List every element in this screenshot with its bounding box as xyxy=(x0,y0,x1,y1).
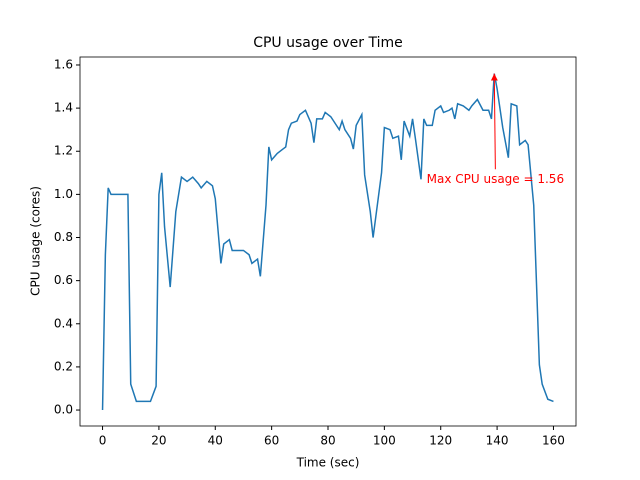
y-tick-label: 0.2 xyxy=(54,359,73,373)
x-tick-label: 140 xyxy=(486,434,509,448)
chart-title: CPU usage over Time xyxy=(253,35,403,51)
x-tick-label: 80 xyxy=(320,434,335,448)
annotation-text: Max CPU usage = 1.56 xyxy=(427,172,564,186)
annotation-arrow xyxy=(490,73,498,170)
y-tick-label: 1.4 xyxy=(54,101,73,115)
x-tick-label: 160 xyxy=(542,434,565,448)
y-tick-label: 0.4 xyxy=(54,316,73,330)
y-tick-label: 0.8 xyxy=(54,230,73,244)
y-axis-label: CPU usage (cores) xyxy=(29,186,43,296)
y-tick-label: 1.6 xyxy=(54,57,73,71)
x-tick-label: 40 xyxy=(208,434,223,448)
x-tick-label: 120 xyxy=(429,434,452,448)
x-tick-label: 100 xyxy=(373,434,396,448)
y-tick-label: 1.2 xyxy=(54,144,73,158)
y-tick-label: 0.0 xyxy=(54,403,73,417)
data-line xyxy=(101,73,554,411)
y-tick-label: 0.6 xyxy=(54,273,73,287)
y-tick-label: 1.0 xyxy=(54,187,73,201)
x-tick-label: 20 xyxy=(151,434,166,448)
x-tick-label: 60 xyxy=(264,434,279,448)
plot-frame xyxy=(79,56,577,427)
x-tick-label: 0 xyxy=(99,434,107,448)
x-axis-label: Time (sec) xyxy=(296,456,360,470)
